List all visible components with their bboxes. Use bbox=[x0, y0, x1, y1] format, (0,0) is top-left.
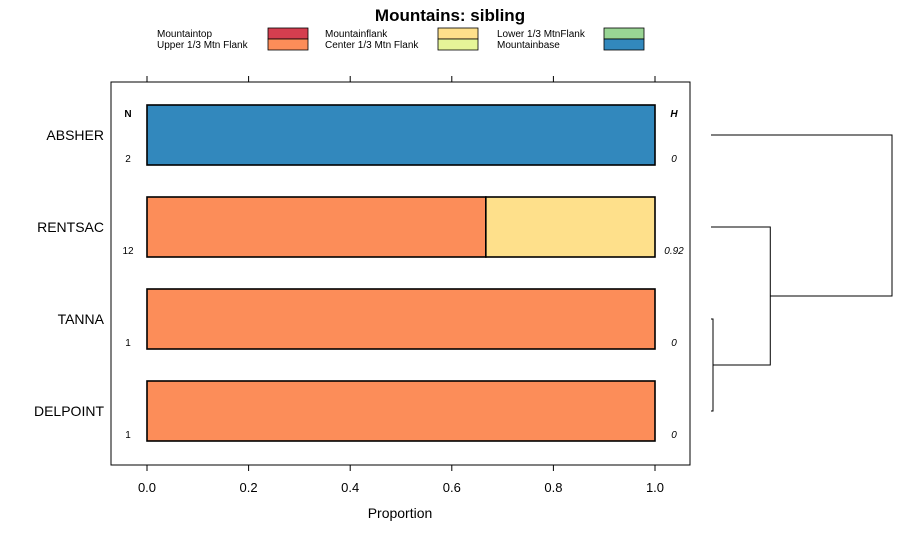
legend-label: Mountainbase bbox=[497, 40, 560, 51]
category-labels: ABSHER RENTSAC TANNA DELPOINT bbox=[34, 127, 105, 419]
n-value: 1 bbox=[125, 430, 131, 441]
bar-segment bbox=[485, 196, 656, 258]
n-value: 2 bbox=[125, 154, 131, 165]
h-value: 0 bbox=[671, 338, 677, 349]
x-axis: 0.0 0.2 0.4 0.6 0.8 1.0 bbox=[138, 76, 664, 495]
n-value: 1 bbox=[125, 338, 131, 349]
dendrogram-branch bbox=[711, 134, 893, 297]
plot-frame bbox=[110, 81, 691, 466]
category-label: RENTSAC bbox=[37, 219, 104, 235]
x-tick-label: 0.6 bbox=[443, 480, 461, 495]
dendrogram bbox=[711, 134, 893, 412]
bar-segment bbox=[146, 104, 656, 166]
x-tick-label: 0.0 bbox=[138, 480, 156, 495]
legend-swatch bbox=[437, 38, 479, 51]
h-value: 0 bbox=[671, 430, 677, 441]
h-column-header: H bbox=[670, 109, 678, 120]
x-tick-label: 1.0 bbox=[646, 480, 664, 495]
x-tick-label: 0.2 bbox=[240, 480, 258, 495]
legend-swatch bbox=[267, 38, 309, 51]
x-axis-label: Proportion bbox=[368, 505, 433, 521]
n-value: 12 bbox=[122, 246, 134, 257]
bar-segment bbox=[146, 196, 487, 258]
category-label: ABSHER bbox=[46, 127, 104, 143]
bars bbox=[146, 104, 656, 442]
dendrogram-branch bbox=[711, 318, 714, 412]
legend-swatch bbox=[437, 27, 479, 40]
category-label: TANNA bbox=[58, 311, 105, 327]
chart-title: Mountains: sibling bbox=[375, 6, 525, 25]
h-value: 0.92 bbox=[664, 246, 684, 257]
legend-label: Mountaintop bbox=[157, 29, 212, 40]
legend-label: Lower 1/3 MtnFlank bbox=[497, 29, 586, 40]
bar-segment bbox=[146, 380, 656, 442]
legend-label: Upper 1/3 Mtn Flank bbox=[157, 40, 249, 51]
legend-swatch bbox=[267, 27, 309, 40]
row-annotations: 2 12 1 1 0 0.92 0 0 bbox=[122, 154, 684, 441]
legend-label: Center 1/3 Mtn Flank bbox=[325, 40, 419, 51]
legend-swatch bbox=[603, 38, 645, 51]
legend-swatch bbox=[603, 27, 645, 40]
x-tick-label: 0.4 bbox=[341, 480, 359, 495]
h-value: 0 bbox=[671, 154, 677, 165]
bar-segment bbox=[146, 288, 656, 350]
x-tick-label: 0.8 bbox=[544, 480, 562, 495]
category-label: DELPOINT bbox=[34, 403, 104, 419]
n-column-header: N bbox=[124, 109, 131, 120]
legend-label: Mountainflank bbox=[325, 29, 388, 40]
dendrogram-branch bbox=[711, 226, 771, 366]
